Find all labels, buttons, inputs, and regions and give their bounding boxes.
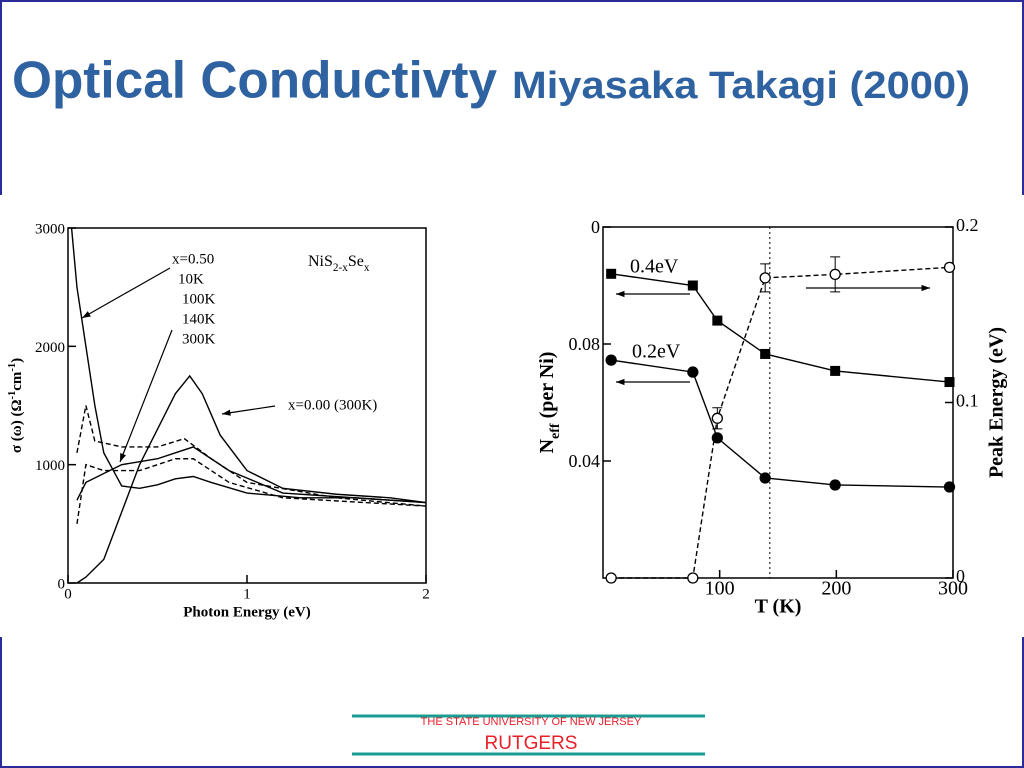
y-axis-label-part: σ (ω) (Ω bbox=[9, 400, 25, 454]
series-line bbox=[611, 266, 950, 579]
y-axis-label-part: (per Ni) bbox=[536, 352, 558, 424]
series-label: 0.4eV bbox=[630, 256, 679, 278]
series-label: 300K bbox=[182, 331, 216, 347]
marker bbox=[759, 272, 771, 284]
marker bbox=[829, 268, 841, 281]
figure-area bbox=[0, 195, 1024, 637]
marker bbox=[711, 412, 723, 424]
y-tick-label: 0 bbox=[591, 217, 600, 237]
y2-axis-label: Peak Energy (eV) bbox=[986, 327, 1008, 478]
formula-label: NiS2-xSex bbox=[308, 253, 370, 274]
x-tick-label: 300 bbox=[938, 578, 968, 600]
marker bbox=[606, 268, 617, 279]
x-axis-label: Photon Energy (eV) bbox=[183, 604, 311, 620]
series-label: 140K bbox=[182, 311, 216, 327]
y-axis-label: σ (ω) (Ω-1cm-1) bbox=[7, 358, 26, 453]
x-tick-label: 100 bbox=[705, 578, 735, 600]
x-axis-label: T (K) bbox=[755, 596, 802, 618]
y-tick-label: 0.04 bbox=[569, 451, 601, 471]
series-line bbox=[611, 273, 950, 383]
marker bbox=[687, 280, 698, 291]
series-label: 0.2eV bbox=[632, 341, 681, 363]
y-tick-label: 3000 bbox=[35, 221, 65, 237]
arrow bbox=[119, 329, 173, 463]
marker bbox=[830, 365, 841, 376]
arrow-head bbox=[921, 284, 930, 292]
footer-university: THE STATE UNIVERSITY OF NEW JERSEY bbox=[421, 716, 642, 728]
arrow-head bbox=[616, 290, 625, 298]
x-tick-label: 2 bbox=[422, 586, 430, 602]
x-tick-label: 1 bbox=[243, 586, 251, 602]
series-label: 100K bbox=[182, 291, 216, 307]
series-line bbox=[76, 458, 427, 524]
y-tick-label: 1000 bbox=[35, 458, 65, 474]
arrow-head bbox=[616, 378, 625, 386]
formula-label-part: Se bbox=[348, 253, 364, 270]
y-axis-label-part: -1 bbox=[7, 391, 18, 400]
marker bbox=[759, 472, 771, 484]
footer-rutgers: RUTGERS bbox=[485, 733, 578, 754]
series-line bbox=[76, 446, 427, 504]
series-line bbox=[70, 227, 427, 504]
slide-subtitle: Miyasaka Takagi (2000) bbox=[512, 65, 970, 107]
marker bbox=[687, 366, 699, 378]
marker bbox=[605, 572, 617, 584]
y-axis-label-part: eff bbox=[548, 423, 563, 439]
series-label: x=0.00 (300K) bbox=[288, 397, 377, 413]
arrow bbox=[81, 267, 171, 319]
marker bbox=[712, 315, 723, 326]
series-line bbox=[76, 405, 427, 507]
marker bbox=[605, 354, 617, 366]
y-axis-label-part: N bbox=[536, 438, 558, 453]
marker bbox=[687, 572, 699, 584]
formula-label-part: x bbox=[364, 262, 370, 274]
y-tick-label: 0.08 bbox=[569, 334, 601, 354]
marker bbox=[943, 261, 956, 274]
series-line bbox=[76, 374, 427, 584]
formula-label-part: 2-x bbox=[333, 262, 348, 274]
arrow-head bbox=[120, 453, 126, 462]
arrow-head bbox=[222, 409, 231, 416]
y2-tick-label: 0.2 bbox=[956, 215, 979, 235]
arrow-head bbox=[82, 311, 91, 318]
annotation: x=0.50 bbox=[172, 251, 214, 267]
y-tick-label: 0 bbox=[58, 576, 66, 592]
slide-title: Optical Conductivty bbox=[12, 52, 497, 110]
y-axis-label-part: cm bbox=[9, 371, 25, 391]
y2-tick-label: 0 bbox=[956, 566, 965, 586]
x-tick-label: 0 bbox=[64, 586, 72, 602]
y-axis-label-part: ) bbox=[9, 358, 25, 363]
y-axis-label: Neff (per Ni) bbox=[536, 352, 563, 454]
arrow bbox=[221, 405, 276, 415]
series-label: 10K bbox=[178, 271, 204, 287]
marker bbox=[944, 377, 955, 388]
marker bbox=[943, 481, 956, 493]
series-line bbox=[611, 359, 950, 488]
formula-label-part: NiS bbox=[308, 253, 333, 270]
y2-tick-label: 0.1 bbox=[956, 391, 979, 411]
marker bbox=[829, 479, 841, 491]
y-tick-label: 2000 bbox=[35, 340, 65, 356]
x-tick-label: 200 bbox=[821, 578, 851, 600]
marker bbox=[760, 348, 771, 359]
y-axis-label-part: -1 bbox=[7, 363, 18, 372]
